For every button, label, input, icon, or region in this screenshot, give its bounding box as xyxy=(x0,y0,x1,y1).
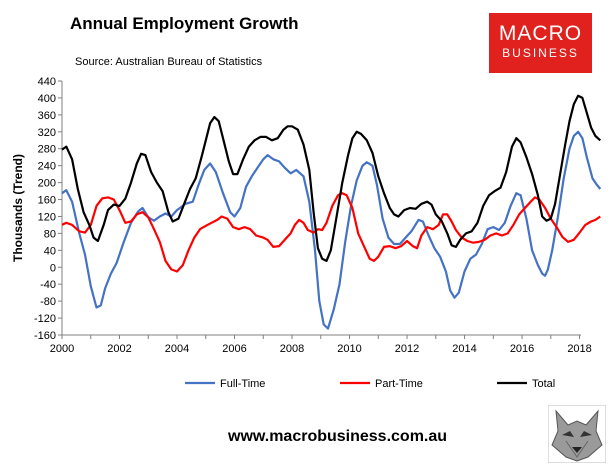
x-tick-label: 2004 xyxy=(165,343,189,355)
y-tick-label: 200 xyxy=(38,178,56,190)
y-tick-label: -80 xyxy=(40,296,56,308)
y-tick-label: -160 xyxy=(34,330,56,342)
y-tick-label: 120 xyxy=(38,211,56,223)
y-tick-label: -120 xyxy=(34,313,56,325)
series-line-part-time xyxy=(61,192,601,273)
logo-line-2: BUSINESS xyxy=(502,46,579,60)
y-tick-label: 320 xyxy=(38,127,56,139)
x-tick-label: 2016 xyxy=(510,343,534,355)
x-tick-label: 2010 xyxy=(337,343,361,355)
wolf-mascot-icon xyxy=(548,405,606,463)
y-tick-label: 400 xyxy=(38,93,56,105)
legend-label-part-time: Part-Time xyxy=(375,378,423,390)
logo-line-1: MACRO xyxy=(498,22,583,45)
legend-label-total: Total xyxy=(532,378,555,390)
x-tick-label: 2006 xyxy=(222,343,246,355)
x-tick-label: 2018 xyxy=(567,343,591,355)
x-tick-label: 2014 xyxy=(452,343,476,355)
legend-label-full-time: Full-Time xyxy=(220,378,265,390)
y-tick-label: 40 xyxy=(44,245,56,257)
y-axis-label: Thousands (Trend) xyxy=(11,154,25,262)
y-tick-label: -40 xyxy=(40,279,56,291)
y-tick-label: 240 xyxy=(38,161,56,173)
y-tick-label: 280 xyxy=(38,144,56,156)
macrobusiness-logo: MACRO BUSINESS xyxy=(489,13,592,73)
y-tick-label: 440 xyxy=(38,76,56,88)
x-tick-label: 2002 xyxy=(107,343,131,355)
source-note: Source: Australian Bureau of Statistics xyxy=(75,56,263,68)
chart-title: Annual Employment Growth xyxy=(70,14,299,33)
series-line-full-time xyxy=(61,130,602,330)
y-tick-label: 80 xyxy=(44,228,56,240)
footer-url: www.macrobusiness.com.au xyxy=(228,428,448,445)
x-tick-label: 2000 xyxy=(50,343,74,355)
y-tick-label: 0 xyxy=(50,262,56,274)
y-tick-label: 160 xyxy=(38,195,56,207)
x-tick-label: 2012 xyxy=(395,343,419,355)
x-tick-label: 2008 xyxy=(280,343,304,355)
series-line-total xyxy=(61,94,602,262)
y-tick-label: 360 xyxy=(38,110,56,122)
